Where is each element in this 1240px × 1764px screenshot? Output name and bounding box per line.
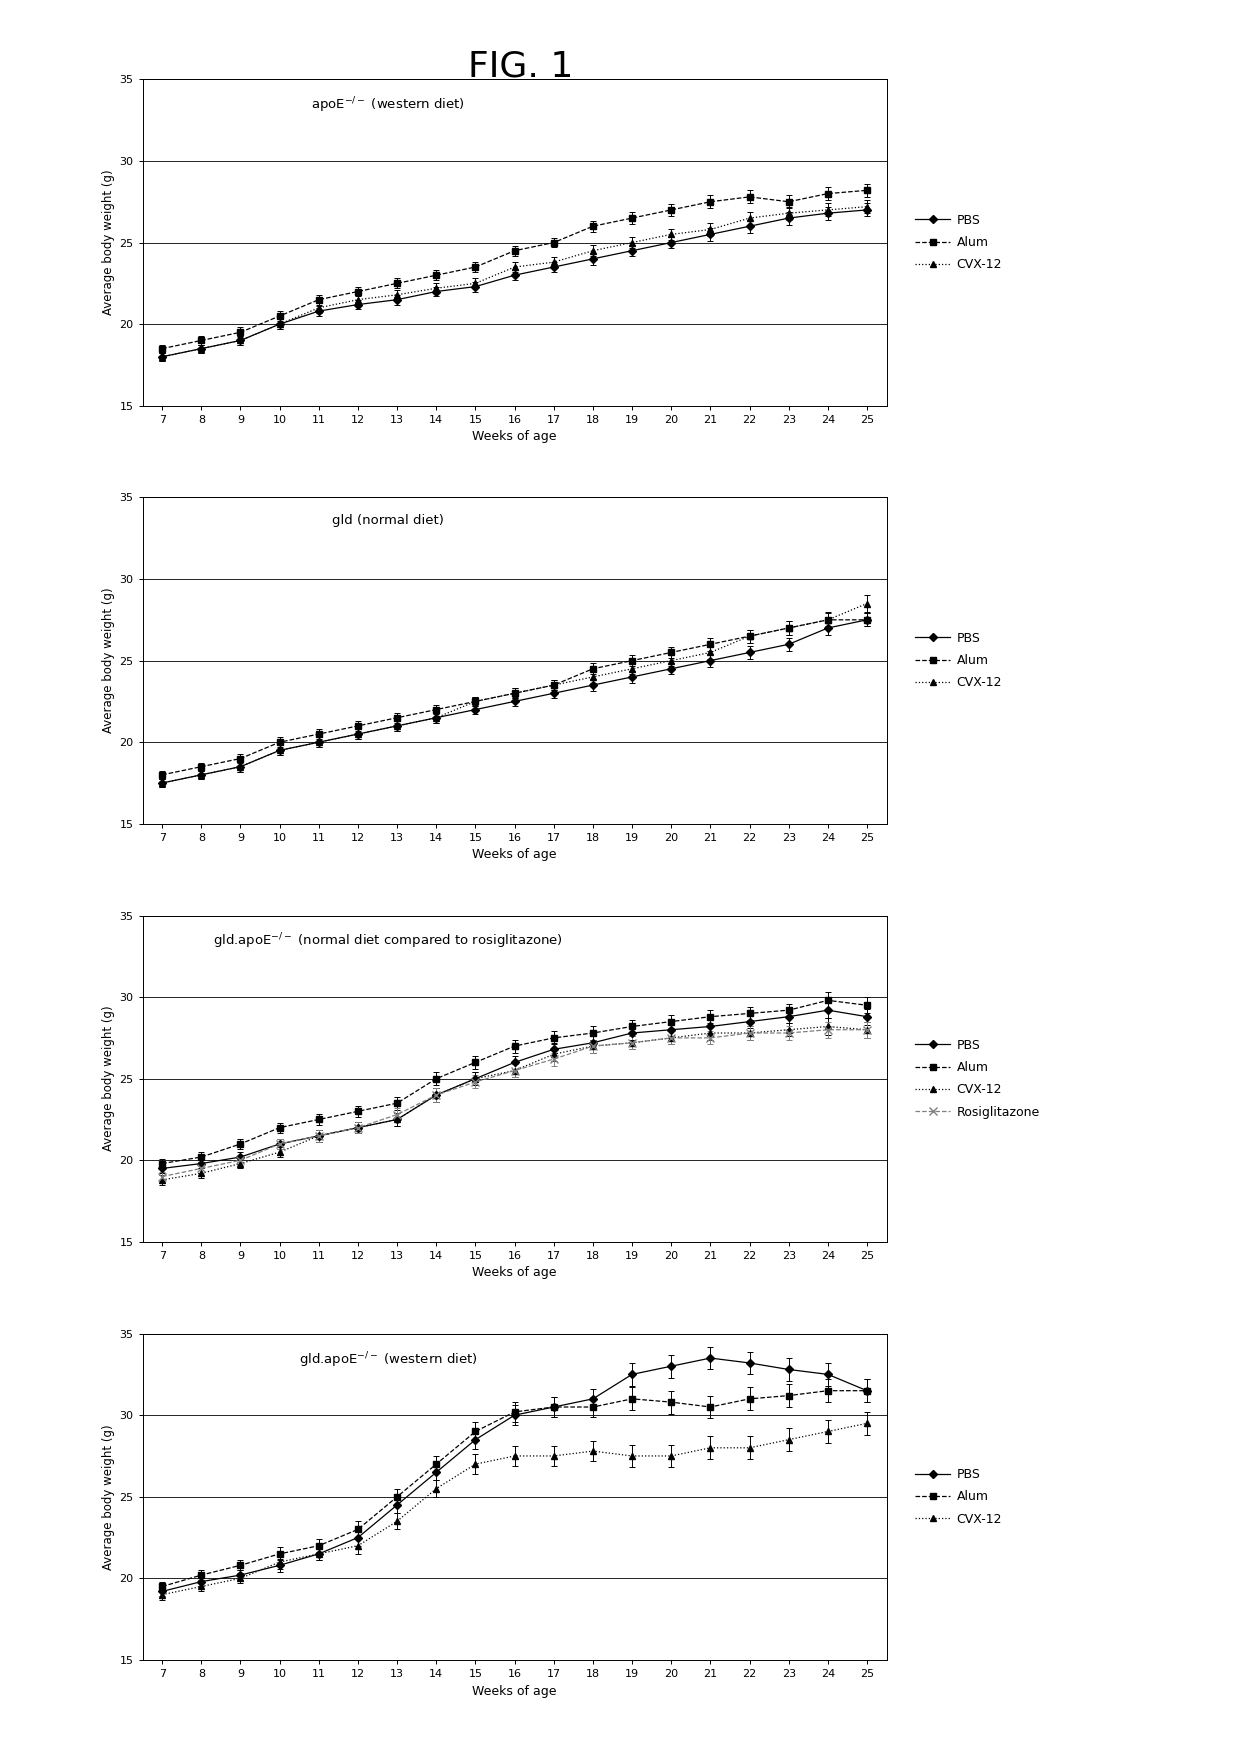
X-axis label: Weeks of age: Weeks of age [472,430,557,443]
Legend: PBS, Alum, CVX-12: PBS, Alum, CVX-12 [915,632,1002,690]
Legend: PBS, Alum, CVX-12: PBS, Alum, CVX-12 [915,213,1002,272]
Text: gld (normal diet): gld (normal diet) [332,513,444,527]
Legend: PBS, Alum, CVX-12: PBS, Alum, CVX-12 [915,1468,1002,1526]
Text: gld.apoE$^{-/-}$ (western diet): gld.apoE$^{-/-}$ (western diet) [299,1349,477,1369]
Text: FIG. 1: FIG. 1 [469,49,573,83]
X-axis label: Weeks of age: Weeks of age [472,1267,557,1279]
Y-axis label: Average body weight (g): Average body weight (g) [102,1424,115,1570]
Y-axis label: Average body weight (g): Average body weight (g) [102,169,115,316]
Y-axis label: Average body weight (g): Average body weight (g) [102,1005,115,1152]
Text: gld.apoE$^{-/-}$ (normal diet compared to rosiglitazone): gld.apoE$^{-/-}$ (normal diet compared t… [213,931,563,951]
Y-axis label: Average body weight (g): Average body weight (g) [102,587,115,734]
X-axis label: Weeks of age: Weeks of age [472,1685,557,1697]
Legend: PBS, Alum, CVX-12, Rosiglitazone: PBS, Alum, CVX-12, Rosiglitazone [915,1039,1039,1118]
Text: apoE$^{-/-}$ (western diet): apoE$^{-/-}$ (western diet) [311,95,465,115]
X-axis label: Weeks of age: Weeks of age [472,848,557,861]
